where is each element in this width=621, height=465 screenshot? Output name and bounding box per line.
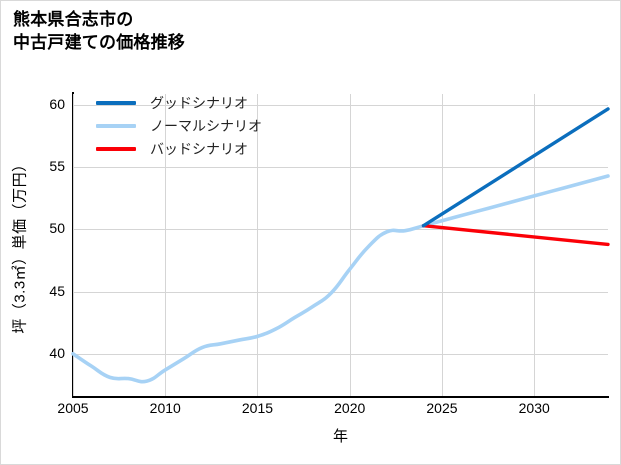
x-tick-label: 2005 (57, 400, 89, 416)
y-axis-label: 坪（3.3㎡）単価（万円） (11, 156, 29, 334)
gridline-vertical (73, 94, 74, 396)
line-series-good (421, 107, 610, 228)
gridline-vertical (257, 94, 259, 396)
gridline-vertical (165, 94, 167, 396)
x-axis-label: 年 (332, 428, 348, 445)
legend-item[interactable]: グッドシナリオ (96, 92, 262, 114)
y-tick-label: 50 (49, 220, 65, 237)
legend-swatch-good (96, 101, 136, 105)
line-series-bad (421, 224, 610, 247)
gridline-horizontal (73, 353, 608, 355)
x-tick-label: 2020 (334, 400, 366, 416)
gridline-horizontal (73, 105, 608, 107)
legend-label-normal: ノーマルシナリオ (150, 120, 262, 135)
gridline-horizontal (73, 229, 608, 231)
legend-swatch-normal (96, 124, 136, 128)
line-series-normal (71, 174, 610, 384)
legend-label-bad: バッドシナリオ (150, 143, 248, 158)
x-tick-label: 2015 (241, 400, 274, 416)
gridline-horizontal (73, 291, 608, 293)
gridline-horizontal (73, 167, 608, 169)
chart-lines (71, 107, 610, 384)
legend-item[interactable]: バッドシナリオ (96, 138, 262, 160)
y-tick-label: 45 (49, 282, 65, 299)
legend-item[interactable]: ノーマルシナリオ (96, 115, 262, 137)
x-tick-label: 2030 (518, 400, 550, 416)
gridline-vertical (534, 94, 536, 396)
x-tick-label: 2025 (426, 400, 458, 416)
y-tick-label: 40 (49, 344, 65, 361)
x-axis-line (72, 396, 609, 398)
y-tick-label: 60 (49, 96, 65, 113)
chart-title: 熊本県合志市の 中古戸建ての価格推移 (13, 10, 185, 52)
plot-area: 40 45 50 55 60 2005 2010 2015 2020 2025 2030 (49, 94, 610, 416)
x-tick-label: 2010 (149, 400, 181, 416)
gridline-vertical (441, 94, 443, 396)
y-tick-label: 55 (49, 158, 65, 175)
gridline-vertical (349, 94, 351, 396)
chart-legend: グッドシナリオ ノーマルシナリオ バッドシナリオ (96, 92, 262, 161)
legend-swatch-bad (96, 147, 136, 151)
legend-label-good: グッドシナリオ (150, 97, 248, 112)
